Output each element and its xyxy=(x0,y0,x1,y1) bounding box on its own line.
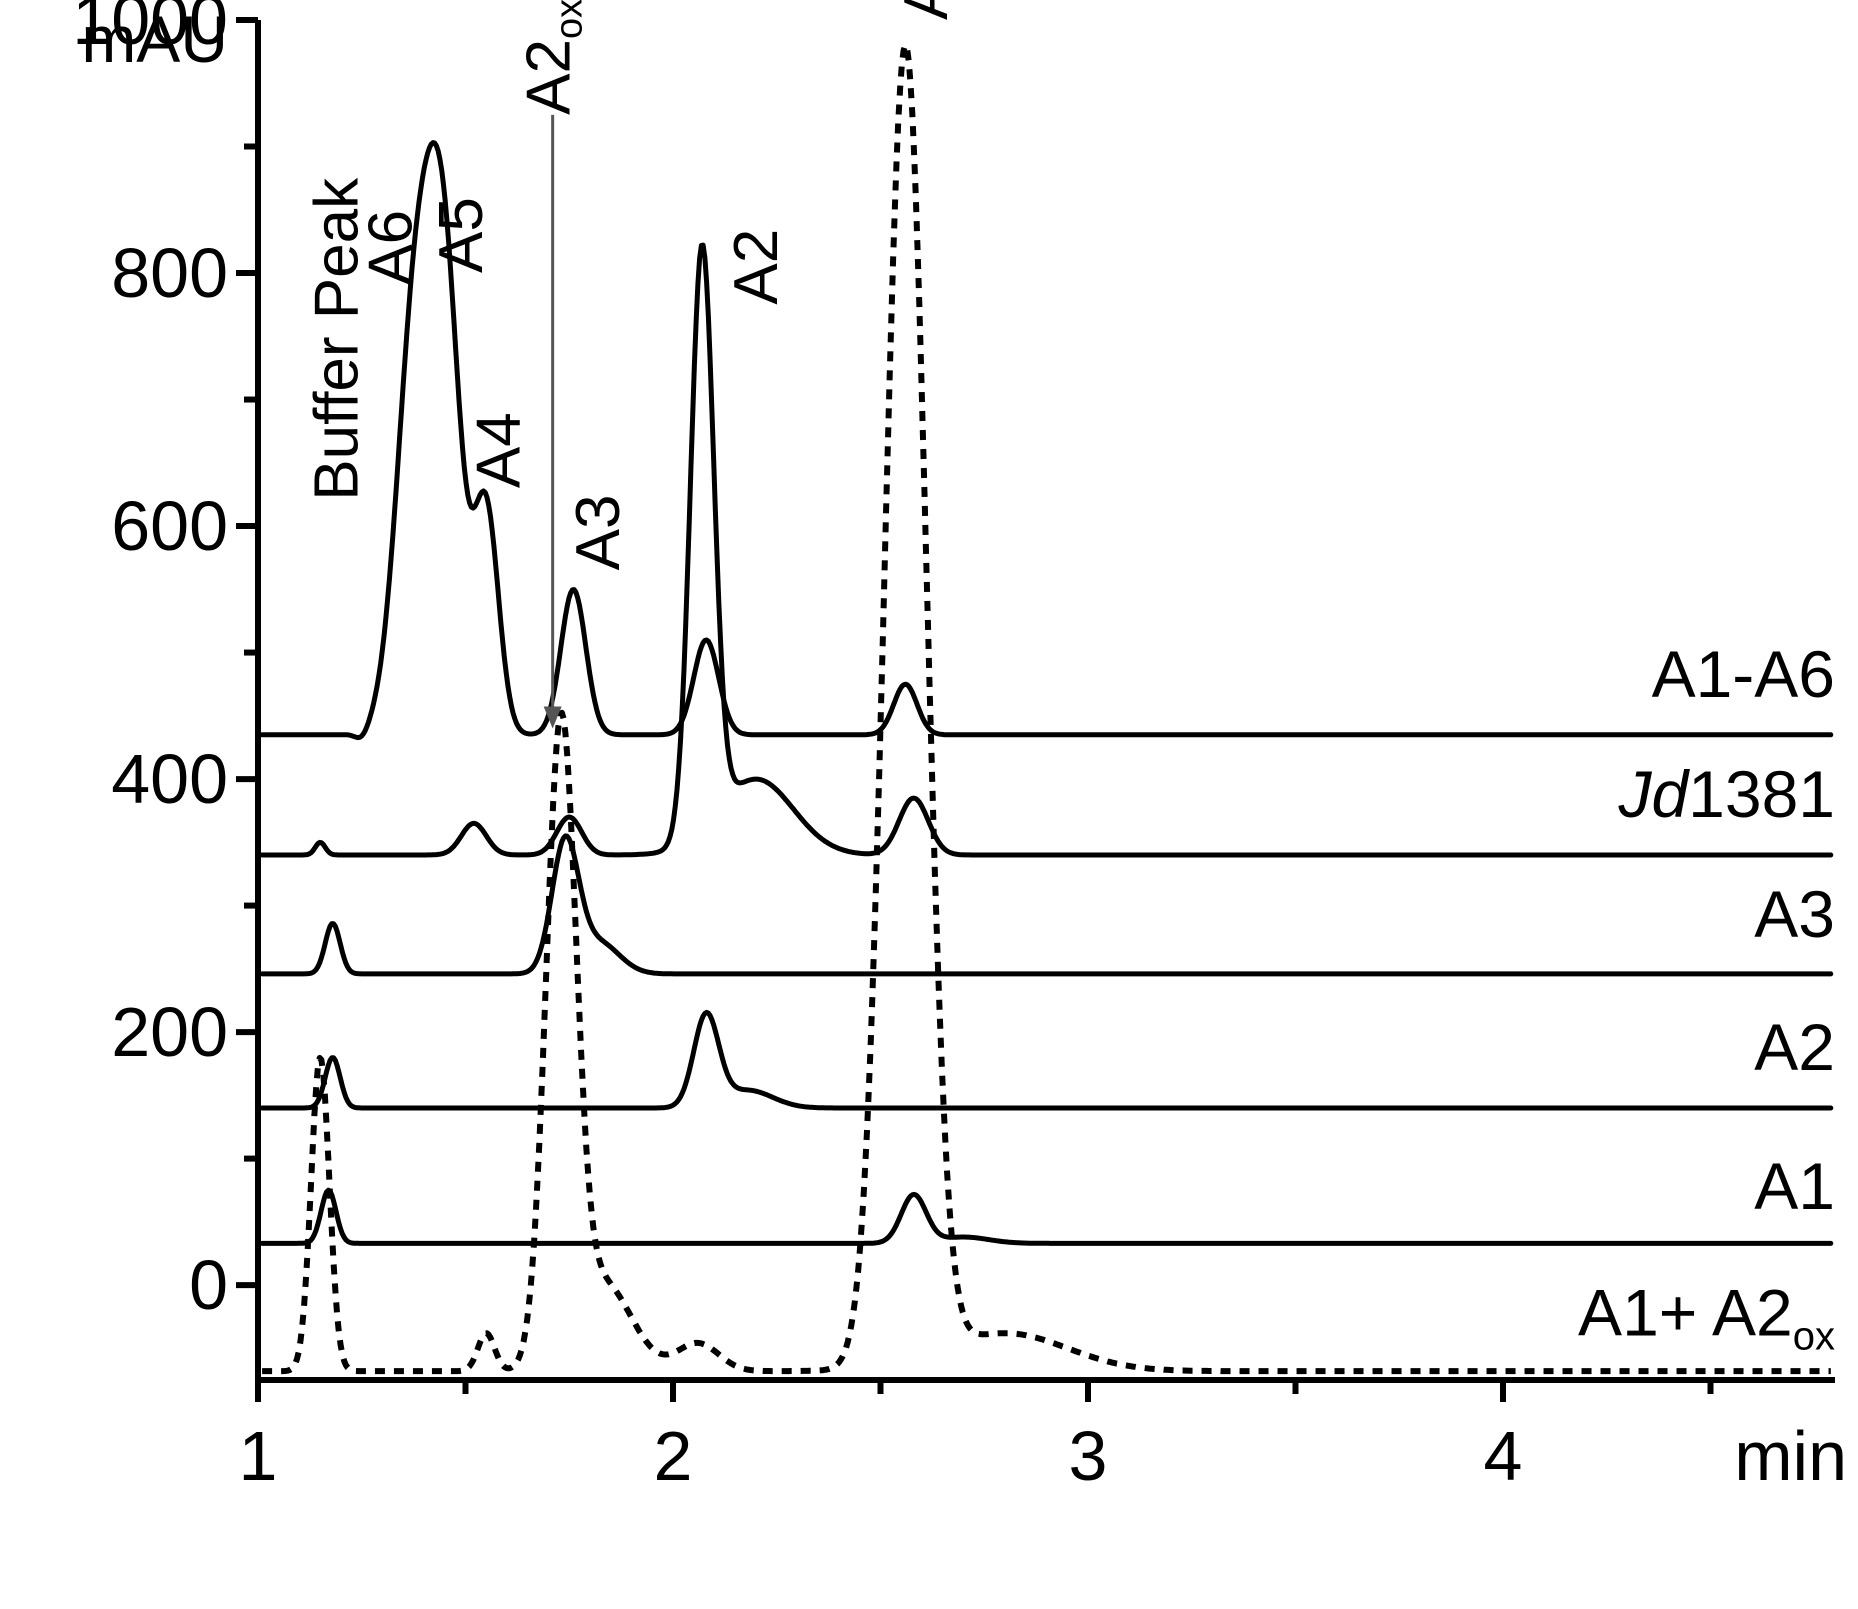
trace-a1-a6 xyxy=(259,140,1834,741)
trace-label: A1+ A2ox xyxy=(1578,1276,1835,1359)
y-axis-unit: mAU xyxy=(81,2,228,76)
a2ox-arrow-head xyxy=(543,706,562,729)
x-axis-unit: min xyxy=(1734,1417,1847,1495)
peak-label: Buffer Peak xyxy=(303,177,372,501)
trace-a1 xyxy=(259,1187,1834,1246)
y-tick-label: 1000 xyxy=(72,0,228,59)
trace-a1-a2ox xyxy=(260,41,1833,1375)
trace-label: A1-A6 xyxy=(1652,637,1835,711)
trace-label: A1 xyxy=(1754,1149,1835,1223)
peak-label: A5 xyxy=(427,197,496,273)
peak-label: A2ox xyxy=(514,0,590,115)
y-tick-label: 200 xyxy=(111,993,228,1071)
y-tick-label: 0 xyxy=(189,1246,228,1324)
peak-label: A1 xyxy=(892,0,961,20)
y-tick-label: 400 xyxy=(111,740,228,818)
trace-label: A2 xyxy=(1754,1010,1835,1084)
y-tick-label: 600 xyxy=(111,487,228,565)
x-tick-label: 3 xyxy=(1069,1417,1108,1495)
x-tick-label: 1 xyxy=(239,1417,278,1495)
trace-a2 xyxy=(259,1009,1834,1111)
peak-label: A3 xyxy=(564,494,633,570)
trace-label: Jd1381 xyxy=(1617,757,1835,831)
peak-label: A4 xyxy=(464,412,533,488)
x-tick-label: 4 xyxy=(1484,1417,1523,1495)
traces xyxy=(259,41,1834,1375)
peak-label: A6 xyxy=(357,210,426,286)
peak-label: A2 xyxy=(722,229,791,305)
y-tick-label: 800 xyxy=(111,234,228,312)
trace-a3 xyxy=(259,833,1834,977)
x-tick-label: 2 xyxy=(654,1417,693,1495)
trace-jd1381 xyxy=(259,242,1834,858)
trace-label: A3 xyxy=(1754,877,1835,951)
